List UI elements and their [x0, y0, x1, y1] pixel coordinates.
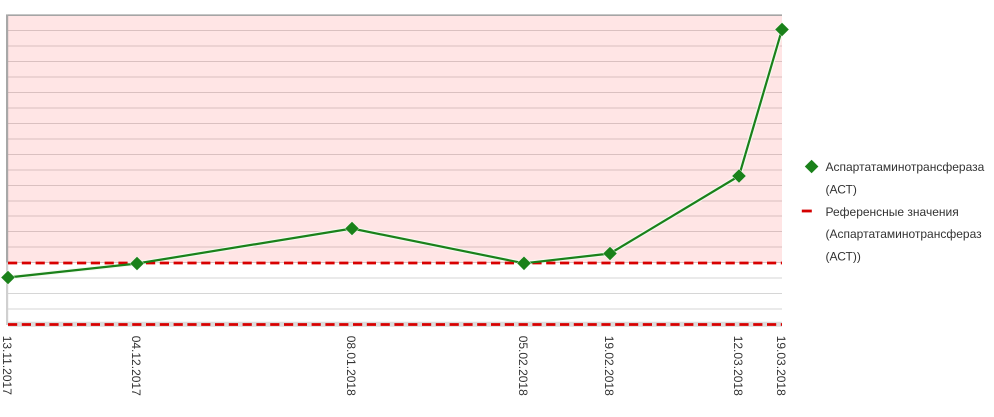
svg-text:(Аспартатаминотрансфераза: (Аспартатаминотрансфераза: [826, 227, 989, 241]
svg-text:12.03.2018: 12.03.2018: [731, 336, 745, 396]
svg-text:(АСТ)): (АСТ)): [826, 249, 861, 263]
svg-text:Аспартатаминотрансфераза: Аспартатаминотрансфераза: [826, 160, 985, 174]
svg-text:(АСТ): (АСТ): [826, 183, 857, 197]
svg-text:05.02.2018: 05.02.2018: [516, 336, 530, 396]
svg-text:04.12.2017: 04.12.2017: [129, 336, 143, 396]
svg-text:19.03.2018: 19.03.2018: [774, 336, 788, 396]
svg-text:08.01.2018: 08.01.2018: [344, 336, 358, 396]
svg-text:Референсные значения: Референсные значения: [826, 205, 959, 219]
svg-text:13.11.2017: 13.11.2017: [0, 336, 14, 395]
svg-text:19.02.2018: 19.02.2018: [602, 336, 616, 396]
